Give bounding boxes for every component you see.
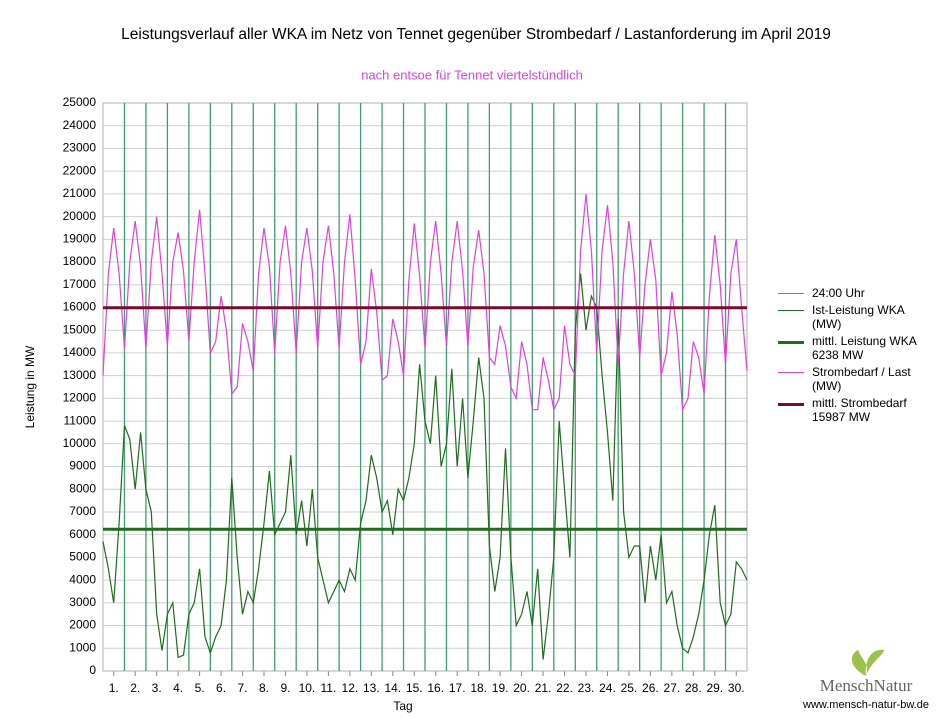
x-tick-label: 19. — [492, 681, 509, 695]
y-tick-label: 21000 — [63, 186, 97, 200]
x-tick-label: 16. — [427, 681, 444, 695]
legend-swatch — [778, 310, 804, 311]
x-tick-label: 14. — [384, 681, 401, 695]
y-axis-label: Leistung in MW — [23, 345, 37, 428]
y-tick-label: 10000 — [63, 436, 97, 450]
y-tick-label: 3000 — [69, 595, 96, 609]
x-tick-label: 1. — [109, 681, 119, 695]
y-tick-label: 11000 — [64, 413, 97, 427]
legend-entry: Strombedarf / Last (MW) — [778, 365, 938, 393]
x-tick-label: 9. — [280, 681, 290, 695]
y-tick-label: 22000 — [63, 163, 97, 177]
x-tick-label: 26. — [642, 681, 659, 695]
y-tick-label: 5000 — [69, 550, 96, 564]
y-tick-label: 23000 — [63, 141, 97, 155]
y-tick-label: 25000 — [63, 95, 97, 109]
legend: 24:00 Uhr Ist-Leistung WKA (MW) mittl. Lei… — [778, 286, 938, 427]
chart-title: Leistungsverlauf aller WKA im Netz von T… — [121, 26, 831, 43]
x-tick-label: 30. — [728, 681, 745, 695]
x-tick-label: 13. — [363, 681, 380, 695]
x-tick-label: 28. — [685, 681, 702, 695]
y-tick-label: 4000 — [69, 572, 96, 586]
y-tick-label: 19000 — [63, 231, 97, 245]
x-tick-label: 17. — [449, 681, 466, 695]
legend-label: mittl. Strombedarf 15987 MW — [812, 396, 907, 424]
y-tick-label: 1000 — [69, 640, 96, 654]
legend-label: Strombedarf / Last (MW) — [812, 365, 911, 393]
y-tick-label: 2000 — [69, 618, 96, 632]
x-tick-label: 29. — [706, 681, 723, 695]
y-tick-label: 20000 — [63, 209, 97, 223]
legend-entry: mittl. Leistung WKA 6238 MW — [778, 334, 938, 362]
logo — [851, 649, 884, 676]
x-tick-label: 12. — [342, 681, 359, 695]
y-tick-label: 15000 — [63, 322, 97, 336]
legend-swatch — [778, 372, 804, 373]
y-tick-label: 8000 — [69, 481, 96, 495]
logo-leaf — [851, 649, 884, 676]
logo-text: MenschNatur — [820, 676, 913, 695]
series-line — [102, 273, 748, 660]
x-tick-label: 20. — [513, 681, 530, 695]
x-tick-label: 2. — [130, 681, 140, 695]
legend-entry: 24:00 Uhr — [778, 286, 938, 300]
x-tick-label: 4. — [173, 681, 183, 695]
x-tick-label: 15. — [406, 681, 423, 695]
legend-swatch — [778, 403, 804, 406]
legend-label: mittl. Leistung WKA 6238 MW — [812, 334, 917, 362]
y-tick-label: 16000 — [63, 300, 97, 314]
y-tick-label: 0 — [89, 663, 96, 677]
y-tick-label: 18000 — [63, 254, 97, 268]
x-tick-label: 8. — [259, 681, 269, 695]
x-tick-label: 25. — [621, 681, 638, 695]
legend-swatch — [778, 341, 804, 344]
x-tick-label: 21. — [535, 681, 552, 695]
footer-url: www.mensch-natur-bw.de — [802, 699, 929, 711]
x-tick-label: 6. — [216, 681, 226, 695]
y-tick-label: 7000 — [69, 504, 96, 518]
legend-entry: mittl. Strombedarf 15987 MW — [778, 396, 938, 424]
legend-label: Ist-Leistung WKA (MW) — [812, 303, 905, 331]
x-tick-label: 22. — [556, 681, 573, 695]
chart-subtitle: nach entsoe für Tennet viertelstündlich — [361, 67, 583, 82]
x-tick-label: 5. — [195, 681, 205, 695]
y-tick-label: 13000 — [63, 368, 97, 382]
x-tick-label: 10. — [299, 681, 316, 695]
legend-entry: Ist-Leistung WKA (MW) — [778, 303, 938, 331]
y-tick-label: 14000 — [63, 345, 97, 359]
y-tick-label: 24000 — [63, 118, 97, 132]
y-tick-label: 17000 — [63, 277, 97, 291]
x-tick-label: 3. — [152, 681, 162, 695]
y-tick-label: 12000 — [63, 391, 97, 405]
x-tick-label: 27. — [664, 681, 681, 695]
series-line — [102, 193, 748, 413]
x-tick-label: 23. — [578, 681, 595, 695]
y-tick-label: 6000 — [69, 527, 96, 541]
legend-label: 24:00 Uhr — [812, 286, 865, 300]
x-tick-label: 24. — [599, 681, 616, 695]
x-tick-label: 18. — [470, 681, 487, 695]
x-tick-label: 11. — [321, 681, 337, 695]
y-tick-label: 9000 — [69, 459, 96, 473]
x-tick-label: 7. — [238, 681, 248, 695]
legend-swatch — [778, 293, 804, 294]
x-axis-label: Tag — [393, 699, 412, 713]
